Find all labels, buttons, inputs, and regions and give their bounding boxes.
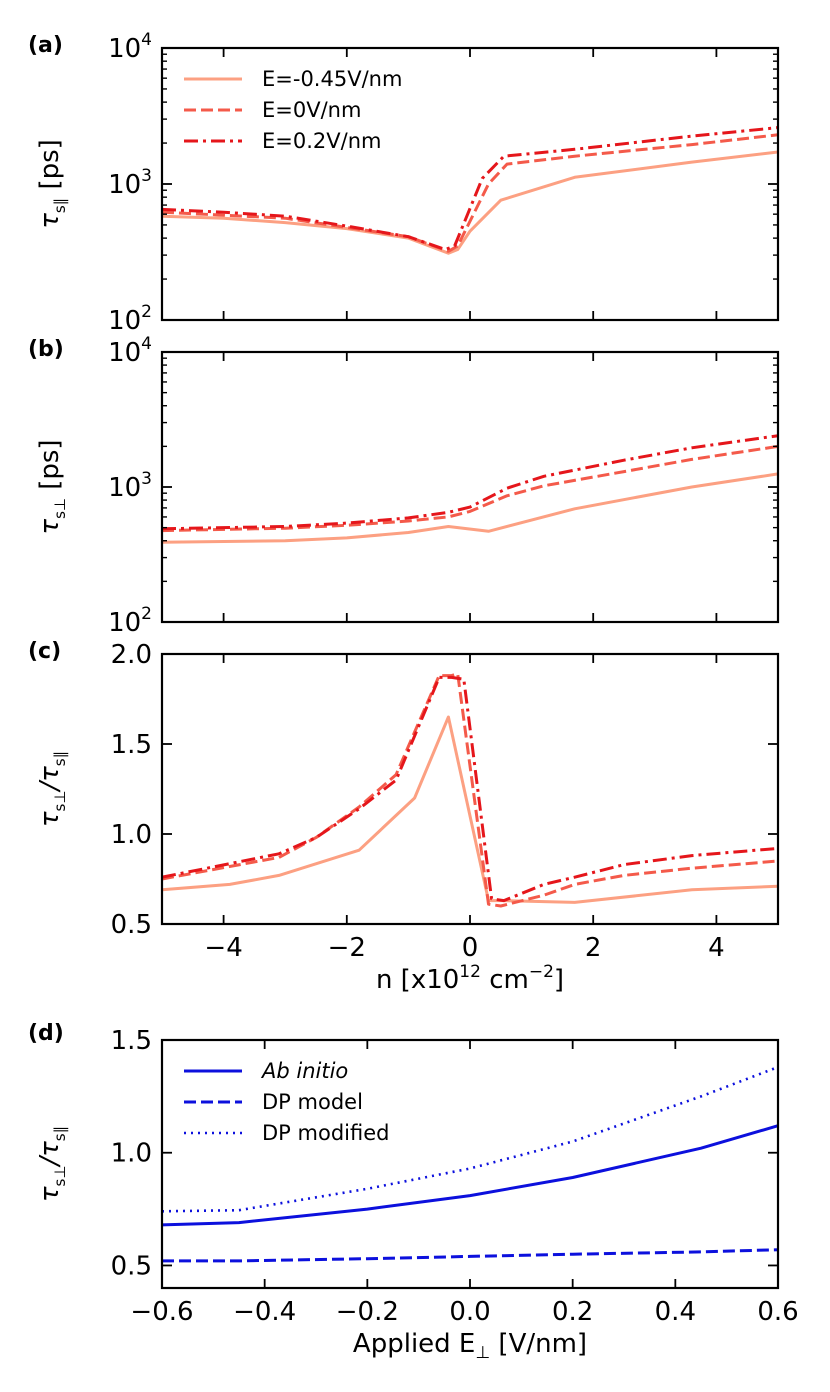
y-tick-label-d-1: 1.0 <box>111 1139 152 1169</box>
x-tick-label-c-2: 0 <box>462 933 479 963</box>
y-tick-label-c-3: 2.0 <box>111 640 152 670</box>
axes-frame-a <box>160 46 780 322</box>
legend-label-a-1: E=0V/nm <box>262 98 361 122</box>
x-tick-label-c-1: −2 <box>328 933 366 963</box>
axes-frame-c <box>160 652 780 926</box>
y-axis-label-b: τs⊥ [ps] <box>35 439 69 534</box>
panel-d: −0.6 −0.4 −0.2 0.0 0.2 0.4 0.6 0.5 1.0 1.5 (d) τs⊥/… <box>28 1021 799 1363</box>
x-axis-label-d: Applied E⊥ [V/nm] <box>353 1329 587 1363</box>
y-tick-label-c-2: 1.5 <box>111 730 152 760</box>
series-line-d-1 <box>162 1248 778 1263</box>
series-line-c-0 <box>162 715 778 904</box>
legend-d: Ab initio DP model DP modified <box>184 1059 389 1145</box>
panel-c: −4 −2 0 2 4 0.5 1.0 1.5 2.0 (c) τs⊥/τs∥ n [x1012 cm… <box>28 639 780 995</box>
series-line-a-1 <box>162 133 778 253</box>
y-tick-label-b-1: 103 <box>108 469 152 503</box>
panel-label-d: (d) <box>28 1021 64 1046</box>
series-line-a-0 <box>162 150 778 255</box>
panel-b: 102 103 104 (b) τs⊥ [ps] <box>28 334 780 638</box>
y-axis-label-a: τs∥ [ps] <box>35 139 69 229</box>
legend-a: E=-0.45V/nm E=0V/nm E=0.2V/nm <box>184 67 402 153</box>
x-tick-label-d-1: −0.4 <box>233 1297 296 1327</box>
legend-label-d-0: Ab initio <box>260 1059 348 1083</box>
y-tick-label-a-0: 102 <box>108 302 152 336</box>
legend-label-a-0: E=-0.45V/nm <box>262 67 402 91</box>
x-tick-label-d-2: −0.2 <box>336 1297 399 1327</box>
y-axis-label-c: τs⊥/τs∥ <box>35 751 69 827</box>
x-tick-label-d-6: 0.6 <box>757 1297 798 1327</box>
y-tick-label-b-2: 104 <box>108 334 152 368</box>
legend-label-d-1: DP model <box>262 1090 363 1114</box>
series-line-b-0 <box>162 472 778 544</box>
x-tick-label-c-3: 2 <box>585 933 602 963</box>
y-tick-label-c-0: 0.5 <box>111 910 152 940</box>
legend-label-a-2: E=0.2V/nm <box>262 129 381 153</box>
panel-label-c: (c) <box>28 639 61 664</box>
y-tick-label-a-1: 103 <box>108 166 152 200</box>
x-tick-label-d-0: −0.6 <box>130 1297 193 1327</box>
x-tick-label-c-0: −4 <box>204 933 242 963</box>
x-tick-label-d-3: 0.0 <box>449 1297 490 1327</box>
series-line-c-1 <box>162 672 778 908</box>
panel-label-a: (a) <box>28 33 63 58</box>
y-tick-label-d-0: 0.5 <box>111 1251 152 1281</box>
series-line-d-0 <box>162 1124 778 1227</box>
series-line-b-1 <box>162 444 778 533</box>
axes-frame-d <box>160 1038 780 1290</box>
y-tick-label-a-2: 104 <box>108 30 152 64</box>
series-line-b-2 <box>162 434 778 531</box>
legend-label-d-2: DP modified <box>262 1121 389 1145</box>
series-line-d-2 <box>162 1065 778 1213</box>
x-tick-label-c-4: 4 <box>708 933 725 963</box>
panel-label-b: (b) <box>28 337 64 362</box>
y-axis-label-d: τs⊥/τs∥ <box>35 1126 69 1202</box>
series-line-a-2 <box>162 126 778 251</box>
x-axis-label-c: n [x1012 cm−2] <box>376 962 564 995</box>
y-tick-label-b-0: 102 <box>108 604 152 638</box>
y-tick-label-c-1: 1.0 <box>111 820 152 850</box>
x-tick-label-d-4: 0.2 <box>552 1297 593 1327</box>
y-tick-label-d-2: 1.5 <box>111 1026 152 1056</box>
series-line-c-2 <box>162 675 778 903</box>
x-tick-label-d-5: 0.4 <box>655 1297 696 1327</box>
